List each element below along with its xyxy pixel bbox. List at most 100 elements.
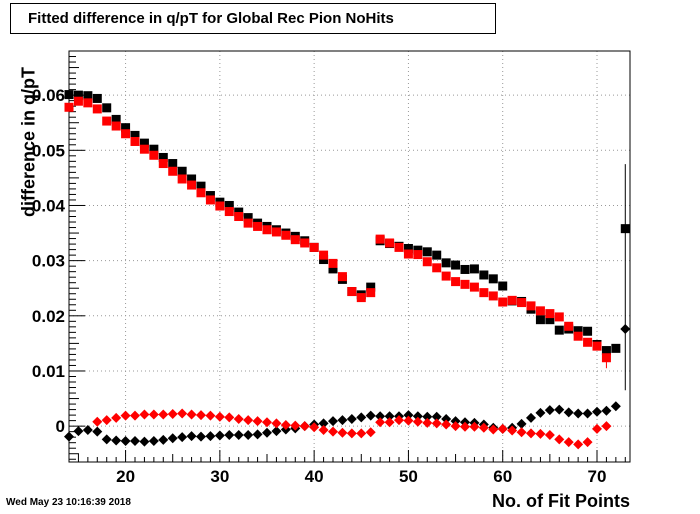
data-point-diamond bbox=[139, 436, 150, 447]
data-point-square bbox=[451, 260, 461, 270]
data-point-square bbox=[271, 227, 281, 237]
data-point-diamond bbox=[120, 410, 131, 421]
x-axis-label: No. of Fit Points bbox=[492, 491, 630, 511]
data-point-square bbox=[168, 159, 178, 169]
data-point-diamond bbox=[224, 429, 235, 440]
chart-title: Fitted difference in q/pT for Global Rec… bbox=[28, 10, 394, 27]
data-point-square bbox=[300, 238, 310, 248]
tick-layer: 20 30 40 50 60 70 0 0.01 0.02 0.03 0.04 0.05 0.06 bbox=[32, 56, 626, 486]
frame-layer bbox=[68, 50, 631, 463]
data-point-diamond bbox=[441, 413, 452, 424]
data-point-square bbox=[479, 270, 489, 280]
data-point-diamond bbox=[111, 435, 122, 446]
data-point-diamond bbox=[469, 421, 480, 432]
data-point-square bbox=[460, 264, 470, 274]
data-point-square bbox=[73, 90, 83, 100]
data-point-square bbox=[102, 116, 112, 126]
data-point-square bbox=[451, 277, 461, 287]
data-point-diamond bbox=[375, 411, 386, 422]
data-point-diamond bbox=[582, 408, 593, 419]
data-point-square bbox=[309, 242, 319, 252]
data-point-square bbox=[535, 315, 545, 325]
data-point-square bbox=[601, 346, 611, 356]
x-tick-label: 50 bbox=[399, 467, 418, 486]
data-point-diamond bbox=[563, 437, 574, 448]
data-point-diamond bbox=[167, 409, 178, 420]
data-point-square bbox=[422, 257, 432, 267]
data-point-square bbox=[385, 238, 395, 248]
data-point-diamond bbox=[403, 415, 414, 426]
x-tick-label: 70 bbox=[588, 467, 607, 486]
data-point-square bbox=[224, 207, 234, 217]
data-point-diamond bbox=[620, 324, 631, 335]
data-point-diamond bbox=[601, 405, 612, 416]
data-point-diamond bbox=[271, 426, 282, 437]
data-point-diamond bbox=[346, 428, 357, 439]
data-point-square bbox=[366, 288, 376, 298]
data-point-diamond bbox=[92, 416, 103, 427]
data-point-square bbox=[498, 281, 508, 291]
data-point-square bbox=[196, 188, 206, 198]
data-point-diamond bbox=[394, 415, 404, 426]
data-point-diamond bbox=[544, 429, 555, 440]
data-point-square bbox=[290, 235, 300, 245]
data-point-diamond bbox=[507, 425, 518, 436]
data-point-diamond bbox=[262, 417, 272, 428]
data-point-diamond bbox=[177, 408, 188, 419]
data-point-square bbox=[611, 343, 621, 353]
data-point-square bbox=[403, 244, 413, 254]
data-point-square bbox=[573, 326, 583, 336]
data-point-square bbox=[469, 282, 479, 292]
data-point-diamond bbox=[460, 421, 470, 432]
data-point-diamond bbox=[196, 431, 206, 442]
data-point-square bbox=[121, 129, 131, 139]
data-point-square bbox=[243, 218, 253, 228]
data-point-square bbox=[535, 306, 545, 316]
data-point-square bbox=[64, 102, 74, 112]
data-point-square bbox=[356, 293, 366, 303]
data-point-square bbox=[517, 298, 527, 308]
data-point-square bbox=[328, 258, 338, 268]
data-point-square bbox=[262, 225, 272, 235]
data-point-diamond bbox=[130, 436, 140, 447]
x-tick-label: 60 bbox=[493, 467, 512, 486]
data-point-diamond bbox=[177, 432, 188, 443]
data-point-diamond bbox=[412, 416, 423, 427]
y-tick-label: 0.01 bbox=[32, 362, 65, 381]
data-point-diamond bbox=[526, 412, 536, 423]
data-point-diamond bbox=[573, 408, 584, 419]
data-point-diamond bbox=[214, 411, 225, 422]
chart-title-box: Fitted difference in q/pT for Global Rec… bbox=[10, 3, 496, 34]
data-point-square bbox=[215, 201, 225, 211]
y-tick-label: 0 bbox=[56, 417, 65, 436]
data-point-square bbox=[130, 136, 140, 146]
data-point-diamond bbox=[205, 431, 216, 442]
data-point-square bbox=[413, 250, 423, 260]
data-point-diamond bbox=[243, 415, 254, 426]
data-point-diamond bbox=[431, 418, 442, 429]
data-point-square bbox=[441, 271, 451, 281]
data-point-square bbox=[64, 90, 74, 100]
data-point-square bbox=[583, 326, 593, 336]
data-point-diamond bbox=[148, 436, 159, 447]
data-point-square bbox=[168, 166, 178, 176]
data-point-square bbox=[177, 174, 187, 184]
data-point-square bbox=[601, 353, 611, 363]
data-point-diamond bbox=[592, 406, 602, 417]
data-point-square bbox=[545, 315, 555, 325]
data-point-diamond bbox=[328, 426, 338, 437]
data-point-diamond bbox=[318, 425, 329, 436]
data-point-square bbox=[432, 250, 442, 260]
y-tick-label: 0.06 bbox=[32, 86, 65, 105]
data-point-square bbox=[479, 288, 489, 298]
data-point-square bbox=[507, 295, 517, 305]
data-point-square bbox=[319, 250, 329, 260]
data-point-square bbox=[347, 287, 357, 297]
data-point-diamond bbox=[111, 412, 122, 423]
data-point-square bbox=[187, 180, 197, 190]
data-point-diamond bbox=[318, 418, 329, 429]
data-point-square bbox=[234, 212, 244, 222]
data-point-diamond bbox=[271, 418, 282, 429]
data-point-diamond bbox=[516, 418, 527, 429]
data-point-diamond bbox=[252, 416, 263, 427]
